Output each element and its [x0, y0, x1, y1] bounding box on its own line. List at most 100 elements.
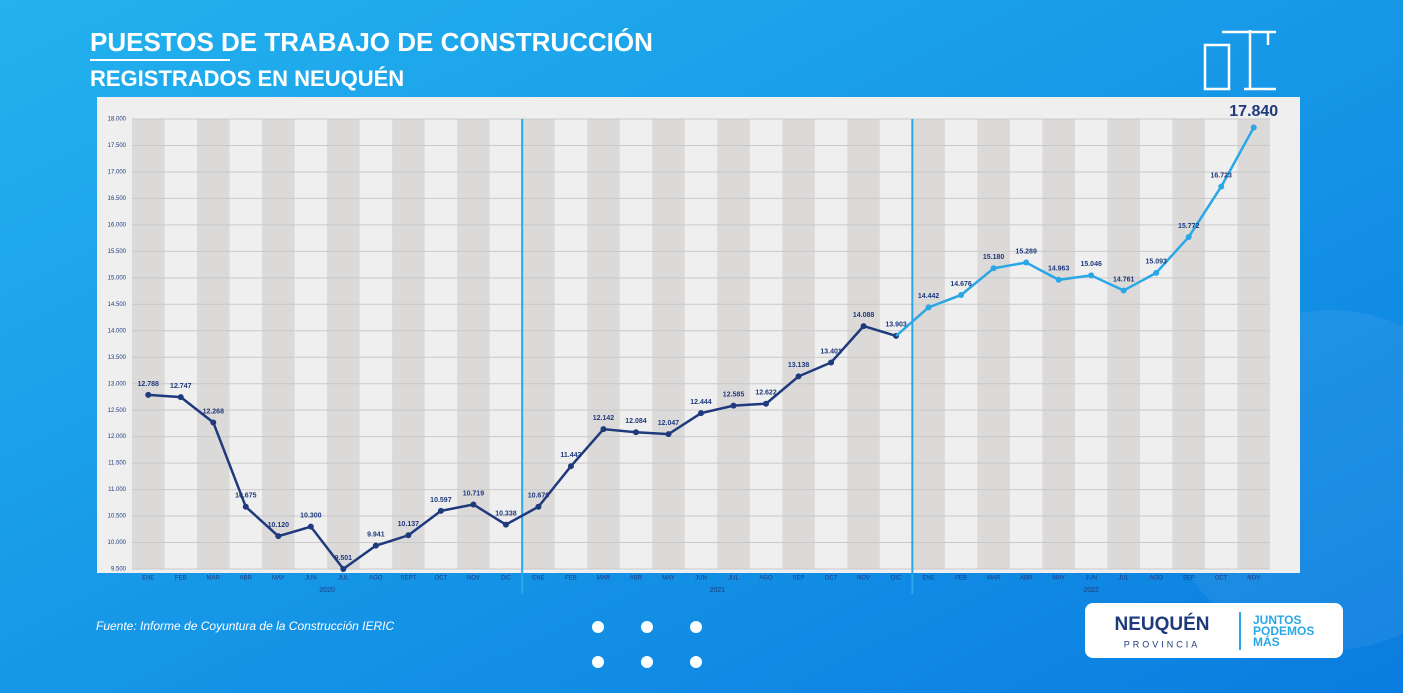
column-stripe [717, 119, 750, 569]
y-tick-label: 12.500 [108, 408, 127, 414]
x-tick-label: MAY [1052, 576, 1065, 582]
slogan: JUNTOS [1253, 613, 1301, 627]
y-tick-label: 15.500 [108, 249, 127, 255]
title: PUESTOS DE TRABAJO DE CONSTRUCCIÓN [90, 27, 653, 57]
column-stripe [652, 119, 685, 569]
column-stripe [1107, 119, 1140, 569]
point [535, 503, 542, 510]
point [1250, 124, 1257, 131]
value-label: 13.903 [885, 322, 907, 329]
logo-sub: PROVINCIA [1124, 639, 1201, 649]
value-label: 12.622 [755, 390, 777, 397]
x-tick-label: FEB [565, 576, 577, 582]
value-label: 15.289 [1015, 248, 1037, 255]
line-connector [505, 505, 540, 526]
point [958, 291, 965, 298]
x-tick-label: MAR [597, 576, 611, 582]
x-tick-label: DIC [501, 576, 512, 582]
value-label: 14.442 [918, 293, 940, 300]
y-tick-label: 17.500 [108, 143, 127, 149]
point [470, 501, 477, 508]
source: Fuente: Informe de Coyuntura de la Const… [96, 619, 394, 633]
value-label: 10.719 [463, 490, 485, 497]
point [405, 532, 412, 539]
y-tick-label: 14.000 [108, 328, 127, 334]
y-tick-label: 18.000 [108, 117, 127, 123]
point [828, 359, 835, 366]
value-label: 12.747 [170, 383, 192, 390]
x-tick-label: JUN [695, 576, 707, 582]
column-stripe [392, 119, 425, 569]
value-label: 14.963 [1048, 266, 1070, 273]
x-tick-label: SEP [793, 576, 805, 582]
column-stripe [132, 119, 165, 569]
value-label: 10.675 [235, 493, 257, 500]
x-tick-label: ABR [630, 576, 643, 582]
point [1055, 276, 1062, 283]
point [1023, 259, 1030, 266]
y-tick-label: 15.000 [108, 275, 127, 281]
value-label: 13.401 [820, 348, 842, 355]
year-label: 2022 [1083, 587, 1099, 594]
column-stripe [522, 119, 555, 569]
point [860, 323, 867, 330]
y-tick-label: 9.500 [111, 567, 127, 573]
x-tick-label: FEB [955, 576, 967, 582]
point [600, 426, 607, 433]
x-tick-label: MAR [987, 576, 1001, 582]
point [567, 463, 574, 470]
column-stripe [782, 119, 815, 569]
y-tick-label: 17.000 [108, 170, 127, 176]
column-stripe [1042, 119, 1075, 569]
value-label: 10.137 [398, 521, 420, 528]
value-label: 9.941 [367, 531, 385, 538]
point [730, 402, 737, 409]
value-label: 10.120 [268, 522, 290, 529]
x-tick-label: NOV [1247, 576, 1260, 582]
slogan: MÁS [1253, 634, 1280, 649]
column-stripe [847, 119, 880, 569]
value-label: 12.047 [658, 420, 680, 427]
column-stripe [977, 119, 1010, 569]
x-tick-label: ENE [142, 576, 154, 582]
value-label: 17.840 [1229, 103, 1278, 120]
point [925, 304, 932, 311]
x-tick-label: ABR [240, 576, 253, 582]
x-tick-label: JUN [305, 576, 317, 582]
column-stripe [262, 119, 295, 569]
line-connector [895, 306, 930, 337]
value-label: 15.046 [1080, 261, 1102, 268]
y-tick-label: 10.000 [108, 540, 127, 546]
x-tick-label: OCT [1215, 576, 1228, 582]
x-tick-label: AGO [369, 576, 383, 582]
value-label: 12.444 [690, 399, 712, 406]
slogan: PODEMOS [1253, 624, 1314, 638]
point [795, 373, 802, 380]
line [148, 393, 507, 571]
x-tick-label: JUL [728, 576, 739, 582]
value-label: 9.501 [335, 555, 353, 562]
x-tick-label: DIC [891, 576, 902, 582]
point [698, 410, 704, 417]
x-tick-label: AGO [1150, 576, 1164, 582]
x-tick-label: MAY [272, 576, 285, 582]
value-label: 13.138 [788, 362, 810, 369]
x-tick-label: ABR [1020, 576, 1033, 582]
x-tick-label: NOV [467, 576, 480, 582]
year-label: 2020 [319, 587, 335, 594]
x-tick-label: JUL [1118, 576, 1129, 582]
y-tick-label: 14.500 [108, 302, 127, 308]
point [1218, 183, 1225, 190]
y-tick-label: 13.000 [108, 381, 127, 387]
value-label: 15.772 [1178, 223, 1200, 230]
x-tick-label: NOV [857, 576, 870, 582]
x-tick-label: JUN [1085, 576, 1097, 582]
point [372, 542, 379, 549]
column-stripe [912, 119, 945, 569]
value-label: 10.676 [528, 493, 550, 500]
value-label: 14.676 [950, 281, 972, 288]
column-stripe [1172, 119, 1205, 569]
x-tick-label: AGO [759, 576, 773, 582]
point [1088, 272, 1095, 279]
